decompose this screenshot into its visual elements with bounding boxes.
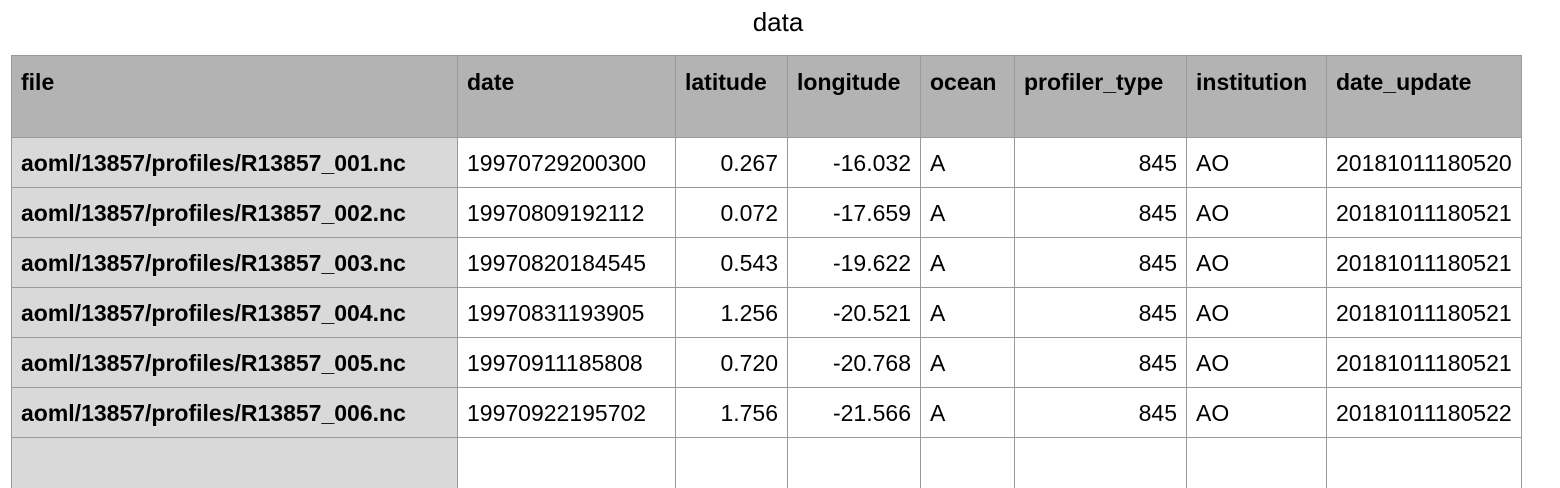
cell-date-update[interactable]: 20181011180521	[1326, 337, 1522, 388]
table-row: aoml/13857/profiles/R13857_002.nc 199708…	[11, 187, 1522, 238]
cell-date[interactable]	[457, 437, 676, 488]
table-row: aoml/13857/profiles/R13857_003.nc 199708…	[11, 237, 1522, 288]
column-header-latitude[interactable]: latitude	[675, 55, 788, 138]
cell-date-update[interactable]: 20181011180521	[1326, 187, 1522, 238]
cell-date-update[interactable]: 20181011180521	[1326, 237, 1522, 288]
table-row: aoml/13857/profiles/R13857_004.nc 199708…	[11, 287, 1522, 338]
cell-file[interactable]: aoml/13857/profiles/R13857_001.nc	[11, 137, 458, 188]
column-header-institution[interactable]: institution	[1186, 55, 1327, 138]
table-row: aoml/13857/profiles/R13857_005.nc 199709…	[11, 337, 1522, 388]
cell-date[interactable]: 19970820184545	[457, 237, 676, 288]
cell-ocean[interactable]: A	[920, 187, 1015, 238]
cell-file[interactable]: aoml/13857/profiles/R13857_003.nc	[11, 237, 458, 288]
cell-ocean[interactable]: A	[920, 387, 1015, 438]
cell-file[interactable]: aoml/13857/profiles/R13857_005.nc	[11, 337, 458, 388]
cell-longitude[interactable]: -20.768	[787, 337, 921, 388]
cell-institution[interactable]: AO	[1186, 137, 1327, 188]
cell-file[interactable]: aoml/13857/profiles/R13857_006.nc	[11, 387, 458, 438]
column-header-date[interactable]: date	[457, 55, 676, 138]
cell-profiler-type[interactable]	[1014, 437, 1187, 488]
cell-profiler-type[interactable]: 845	[1014, 387, 1187, 438]
cell-date[interactable]: 19970831193905	[457, 287, 676, 338]
column-header-file[interactable]: file	[11, 55, 458, 138]
table-row: aoml/13857/profiles/R13857_001.nc 199707…	[11, 137, 1522, 188]
column-header-profiler-type[interactable]: profiler_type	[1014, 55, 1187, 138]
cell-profiler-type[interactable]: 845	[1014, 187, 1187, 238]
sheet-title: data	[752, 7, 804, 37]
cell-longitude[interactable]: -17.659	[787, 187, 921, 238]
cell-date-update[interactable]: 20181011180522	[1326, 387, 1522, 438]
cell-date[interactable]: 19970729200300	[457, 137, 676, 188]
cell-latitude[interactable]: 1.756	[675, 387, 788, 438]
cell-ocean[interactable]: A	[920, 287, 1015, 338]
cell-longitude[interactable]: -19.622	[787, 237, 921, 288]
cell-institution[interactable]: AO	[1186, 287, 1327, 338]
cell-date-update[interactable]: 20181011180520	[1326, 137, 1522, 188]
cell-profiler-type[interactable]: 845	[1014, 337, 1187, 388]
column-header-ocean[interactable]: ocean	[920, 55, 1015, 138]
cell-latitude[interactable]	[675, 437, 788, 488]
cell-date[interactable]: 19970922195702	[457, 387, 676, 438]
cell-institution[interactable]: AO	[1186, 187, 1327, 238]
cell-date-update[interactable]	[1326, 437, 1522, 488]
cell-latitude[interactable]: 0.072	[675, 187, 788, 238]
cell-profiler-type[interactable]: 845	[1014, 237, 1187, 288]
table-row: aoml/13857/profiles/R13857_006.nc 199709…	[11, 387, 1522, 438]
cell-ocean[interactable]: A	[920, 337, 1015, 388]
cell-profiler-type[interactable]: 845	[1014, 137, 1187, 188]
cell-ocean[interactable]: A	[920, 237, 1015, 288]
cell-file[interactable]: aoml/13857/profiles/R13857_004.nc	[11, 287, 458, 338]
header-row: file date latitude longitude ocean profi…	[11, 55, 1522, 138]
cell-latitude[interactable]: 1.256	[675, 287, 788, 338]
cell-file[interactable]	[11, 437, 458, 488]
table-row-partial	[11, 437, 1522, 488]
cell-latitude[interactable]: 0.267	[675, 137, 788, 188]
cell-date[interactable]: 19970809192112	[457, 187, 676, 238]
cell-longitude[interactable]: -16.032	[787, 137, 921, 188]
cell-institution[interactable]	[1186, 437, 1327, 488]
cell-file[interactable]: aoml/13857/profiles/R13857_002.nc	[11, 187, 458, 238]
cell-longitude[interactable]: -21.566	[787, 387, 921, 438]
cell-date[interactable]: 19970911185808	[457, 337, 676, 388]
cell-institution[interactable]: AO	[1186, 387, 1327, 438]
cell-longitude[interactable]	[787, 437, 921, 488]
cell-institution[interactable]: AO	[1186, 237, 1327, 288]
cell-latitude[interactable]: 0.543	[675, 237, 788, 288]
column-header-longitude[interactable]: longitude	[787, 55, 921, 138]
cell-profiler-type[interactable]: 845	[1014, 287, 1187, 338]
cell-ocean[interactable]	[920, 437, 1015, 488]
cell-ocean[interactable]: A	[920, 137, 1015, 188]
data-table: file date latitude longitude ocean profi…	[11, 55, 1522, 488]
cell-longitude[interactable]: -20.521	[787, 287, 921, 338]
column-header-date-update[interactable]: date_update	[1326, 55, 1522, 138]
cell-date-update[interactable]: 20181011180521	[1326, 287, 1522, 338]
cell-institution[interactable]: AO	[1186, 337, 1327, 388]
cell-latitude[interactable]: 0.720	[675, 337, 788, 388]
